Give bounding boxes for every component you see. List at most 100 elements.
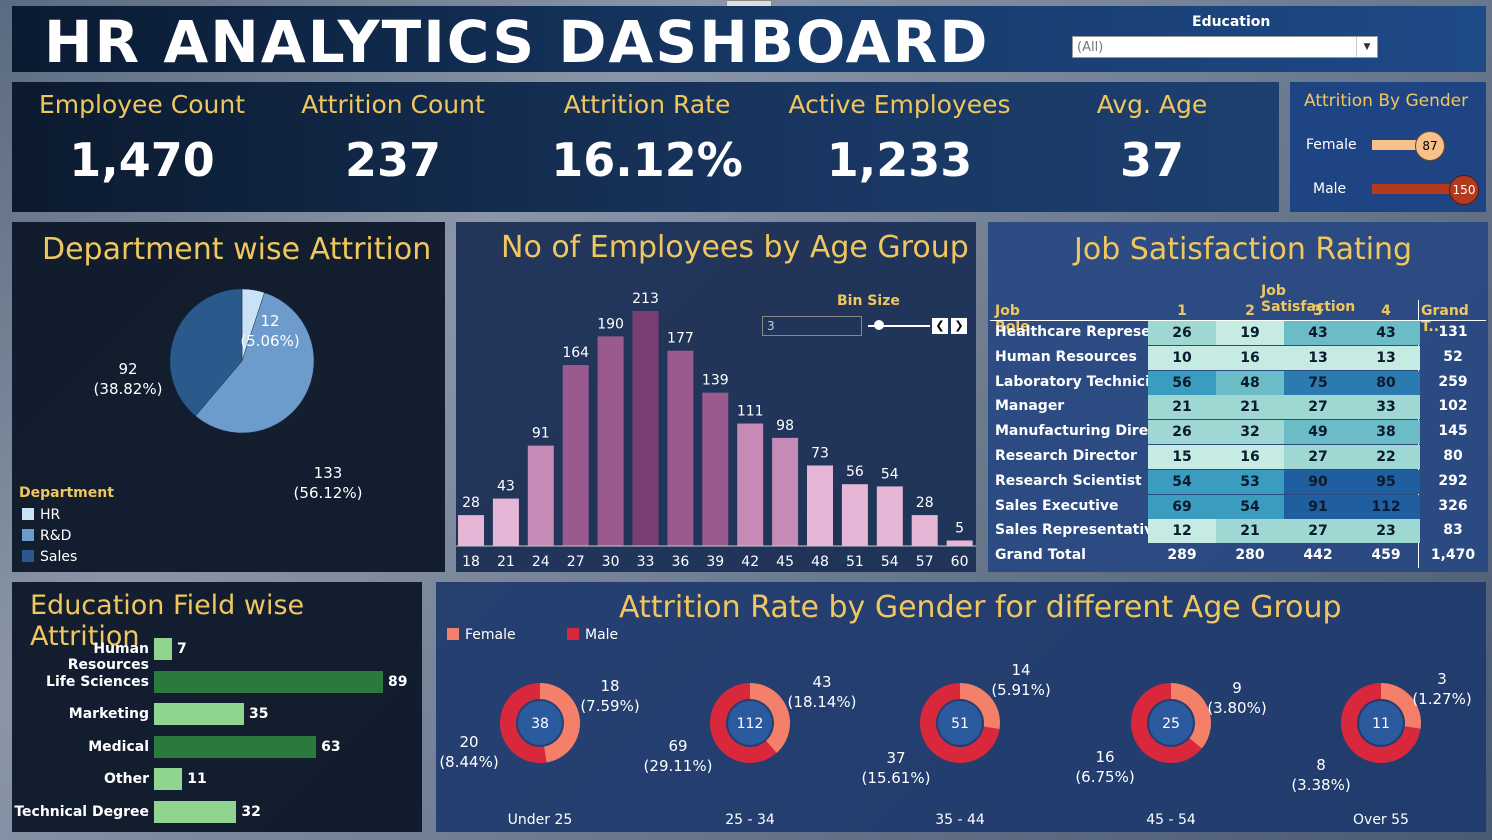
edu-field-bar[interactable] bbox=[154, 638, 172, 660]
js-value-cell[interactable]: 91 bbox=[1284, 494, 1352, 519]
education-filter-label: Education bbox=[1192, 14, 1271, 30]
attrition-by-gender-title: Attrition By Gender bbox=[1304, 91, 1469, 111]
kpi-label: Attrition Count bbox=[301, 90, 485, 119]
age-group-bar-chart: 28 18 43 21 91 24 164 27 190 30 213 33 177 36 139 39 111… bbox=[456, 291, 976, 570]
js-value-cell[interactable]: 12 bbox=[1148, 519, 1216, 544]
bin-size-input[interactable]: 3 bbox=[762, 316, 862, 336]
edu-field-bar[interactable] bbox=[154, 670, 383, 693]
js-value-cell[interactable]: 13 bbox=[1352, 345, 1420, 370]
chevron-down-icon[interactable]: ▼ bbox=[1356, 37, 1377, 57]
js-value-cell[interactable]: 27 bbox=[1284, 519, 1352, 544]
js-value-cell[interactable]: 112 bbox=[1352, 494, 1420, 519]
legend-item-male[interactable]: Male bbox=[567, 627, 618, 643]
js-value-cell[interactable]: 16 bbox=[1216, 345, 1284, 370]
age-bar-label: 43 bbox=[497, 479, 515, 495]
edu-field-bar[interactable] bbox=[154, 801, 237, 823]
js-value-cell[interactable]: 32 bbox=[1216, 420, 1284, 445]
js-value-cell[interactable]: 15 bbox=[1148, 445, 1216, 469]
edu-field-bar[interactable] bbox=[154, 735, 317, 758]
legend-item-sales[interactable]: Sales bbox=[22, 549, 77, 565]
js-value-cell[interactable]: 26 bbox=[1148, 321, 1216, 345]
legend-label: R&D bbox=[40, 528, 72, 544]
edu-field-bar[interactable] bbox=[154, 768, 183, 791]
education-filter-dropdown[interactable]: (All) ▼ bbox=[1072, 36, 1378, 58]
age-tick-label: 51 bbox=[846, 554, 864, 570]
donut-female-slice bbox=[540, 683, 581, 763]
male-attrition-bar[interactable] bbox=[1372, 184, 1466, 194]
js-value-cell[interactable]: 48 bbox=[1216, 370, 1284, 395]
js-value-cell[interactable]: 43 bbox=[1352, 321, 1420, 345]
legend-item-hr[interactable]: HR bbox=[22, 507, 60, 523]
edu-field-label: Human Resources bbox=[67, 641, 149, 673]
legend-item-female[interactable]: Female bbox=[447, 627, 516, 643]
js-value-cell[interactable]: 53 bbox=[1216, 469, 1284, 494]
age-tick-label: 60 bbox=[951, 554, 969, 570]
age-category-label: 35 - 44 bbox=[935, 812, 985, 828]
js-value-cell[interactable]: 10 bbox=[1148, 345, 1216, 370]
js-value-cell[interactable]: 33 bbox=[1352, 395, 1420, 420]
js-col-header: 4 bbox=[1381, 303, 1391, 319]
donut-label-value: 14 bbox=[1011, 661, 1031, 679]
js-value-cell[interactable]: 90 bbox=[1284, 469, 1352, 494]
edu-field-bar[interactable] bbox=[154, 703, 245, 726]
age-tick-label: 27 bbox=[567, 554, 585, 570]
js-value-cell[interactable]: 16 bbox=[1216, 445, 1284, 469]
bin-next-button[interactable]: ❯ bbox=[951, 318, 967, 334]
bin-size-slider-thumb[interactable] bbox=[874, 320, 884, 330]
edu-field-value: 11 bbox=[187, 771, 207, 788]
js-value-cell[interactable]: 43 bbox=[1284, 321, 1352, 345]
js-value-cell[interactable]: 69 bbox=[1148, 494, 1216, 519]
donut-total-label: 11 bbox=[1372, 716, 1390, 732]
donut-total-label: 38 bbox=[531, 716, 549, 732]
donut-center bbox=[1359, 701, 1403, 745]
js-value-cell[interactable]: 19 bbox=[1216, 321, 1284, 345]
bin-size-slider[interactable] bbox=[868, 325, 930, 327]
age-tick-label: 42 bbox=[741, 554, 759, 570]
js-grand-total-label: Grand Total bbox=[995, 547, 1086, 564]
js-role-cell: Sales Executive bbox=[995, 497, 1119, 514]
donut-label-value: 9 bbox=[1232, 679, 1242, 697]
donut-female-slice bbox=[960, 683, 1000, 730]
js-value-cell[interactable]: 21 bbox=[1148, 395, 1216, 420]
bin-prev-button[interactable]: ❮ bbox=[932, 318, 948, 334]
age-category-label: Over 55 bbox=[1353, 812, 1409, 828]
js-role-cell: Healthcare Represe.. bbox=[995, 324, 1162, 340]
donut-male-label: 16 (6.75%) bbox=[1065, 747, 1145, 787]
kpi-panel: Employee Count 1,470 Attrition Count 237… bbox=[12, 82, 1279, 212]
js-value-cell[interactable]: 26 bbox=[1148, 420, 1216, 445]
js-row-total: 145 bbox=[1438, 423, 1468, 440]
js-value-cell[interactable]: 56 bbox=[1148, 370, 1216, 395]
age-bar bbox=[807, 465, 833, 546]
js-value-cell[interactable]: 54 bbox=[1216, 494, 1284, 519]
department-attrition-title: Department wise Attrition bbox=[42, 232, 432, 267]
js-value-cell[interactable]: 27 bbox=[1284, 395, 1352, 420]
age-group-panel: No of Employees by Age Group Bin Size 3 … bbox=[456, 222, 976, 572]
js-value-cell[interactable]: 27 bbox=[1284, 445, 1352, 469]
js-value-cell[interactable]: 95 bbox=[1352, 469, 1420, 494]
js-value-cell[interactable]: 21 bbox=[1216, 519, 1284, 544]
female-attrition-bar[interactable] bbox=[1372, 140, 1428, 150]
js-value-cell[interactable]: 22 bbox=[1352, 445, 1420, 469]
kpi-employee-count: Employee Count 1,470 bbox=[32, 90, 252, 187]
legend-item-rnd[interactable]: R&D bbox=[22, 528, 71, 544]
js-value-cell[interactable]: 54 bbox=[1148, 469, 1216, 494]
js-value-cell[interactable]: 38 bbox=[1352, 420, 1420, 445]
age-bar bbox=[527, 445, 554, 546]
js-value-cell[interactable]: 23 bbox=[1352, 519, 1420, 544]
dashboard-header: HR ANALYTICS DASHBOARD Education (All) ▼ bbox=[12, 6, 1486, 76]
js-value-cell[interactable]: 49 bbox=[1284, 420, 1352, 445]
js-value-cell[interactable]: 13 bbox=[1284, 345, 1352, 370]
js-value-cell[interactable]: 75 bbox=[1284, 370, 1352, 395]
age-bar bbox=[562, 365, 589, 546]
gender-age-title: Attrition Rate by Gender for different A… bbox=[619, 590, 1342, 625]
js-value-cell[interactable]: 80 bbox=[1352, 370, 1420, 395]
donut-label-percent: (7.59%) bbox=[580, 697, 640, 715]
legend-swatch bbox=[22, 550, 34, 562]
age-bar bbox=[492, 498, 519, 546]
kpi-value: 16.12% bbox=[551, 133, 743, 187]
age-tick-label: 48 bbox=[811, 554, 829, 570]
js-value-cell[interactable]: 21 bbox=[1216, 395, 1284, 420]
js-grand-total-cell: 442 bbox=[1303, 547, 1333, 564]
bin-size-label: Bin Size bbox=[837, 293, 900, 309]
pie-label-value: 133 bbox=[313, 464, 343, 482]
